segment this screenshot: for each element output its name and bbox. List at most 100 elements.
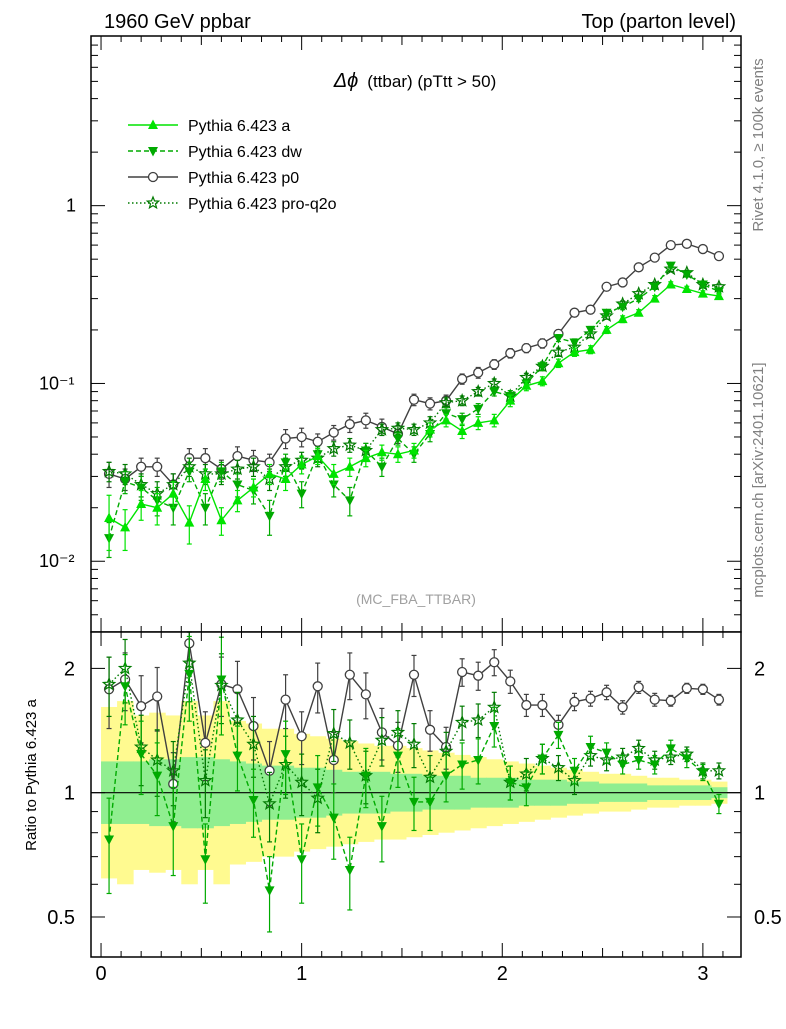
legend-label-p0: Pythia 6.423 p0: [188, 170, 299, 187]
ratio-point-dw-26: [521, 783, 532, 793]
ratio-point-p0-37: [697, 684, 709, 695]
ratio-point-dw-3: [152, 771, 163, 782]
ratio-point-p0-20: [424, 724, 436, 735]
main-point-a-9: [248, 481, 259, 492]
main-point-dw-23: [473, 404, 484, 415]
ratio-series-dw: [104, 635, 724, 933]
ratio-point-dw-15: [344, 865, 355, 876]
ratio-point-proq2o-17: [374, 732, 390, 747]
main-point-p0-19: [408, 394, 420, 405]
main-point-a-21: [441, 414, 452, 425]
ratio-panel: 2 1 0.5 2 1 0.5 0 1 2 3 Ratio to Pythia …: [23, 36, 782, 985]
main-point-proq2o-30: [583, 326, 598, 341]
ratio-point-p0-27: [537, 699, 548, 711]
ratio-point-dw-5: [184, 669, 195, 680]
ratio-point-dw-17: [376, 822, 387, 832]
main-ytick-label-0.1: 10⁻¹: [39, 373, 75, 393]
main-point-proq2o-8: [230, 461, 245, 476]
ratio-line-proq2o: [108, 662, 719, 806]
main-point-p0-15: [344, 419, 355, 430]
main-point-a-5: [184, 517, 195, 527]
main-point-a-29: [569, 346, 580, 357]
legend-marker-dw: [148, 147, 158, 157]
main-point-p0-24: [489, 359, 500, 370]
legend-label-proq2o: Pythia 6.423 pro-q2o: [188, 196, 337, 213]
ratio-panel-frame: [90, 631, 742, 958]
ratio-point-proq2o-0: [101, 676, 117, 691]
ratio-y-axis-label: Ratio to Pythia 6.423 a: [23, 698, 40, 850]
main-point-proq2o-19: [406, 421, 422, 436]
main-point-a-34: [649, 293, 660, 303]
main-point-a-10: [264, 468, 275, 478]
ratio-point-proq2o-38: [711, 763, 727, 777]
main-point-p0-29: [569, 307, 580, 318]
main-point-p0-20: [424, 398, 436, 409]
main-point-p0-13: [312, 436, 323, 447]
main-point-p0-34: [649, 252, 660, 263]
ratio-point-dw-13: [312, 783, 323, 793]
main-point-dw-36: [681, 270, 692, 281]
ratio-point-dw-29: [569, 766, 580, 777]
ratio-point-p0-16: [360, 689, 371, 700]
main-point-dw-24: [489, 387, 500, 398]
chart-title: Δϕ (ttbar) (pTtt > 50): [333, 70, 497, 92]
ratio-point-dw-22: [457, 760, 468, 771]
legend-marker-p0: [147, 171, 159, 183]
legend-marker-proq2o: [145, 195, 161, 210]
ratio-point-dw-38: [713, 799, 724, 810]
ratio-point-p0-30: [585, 693, 596, 704]
ratio-point-dw-6: [200, 855, 211, 865]
main-point-p0-3: [152, 461, 163, 472]
ratio-point-p0-24: [489, 657, 500, 668]
ratio-point-dw-14: [328, 813, 339, 824]
main-point-p0-35: [665, 239, 676, 251]
main-point-p0-38: [713, 251, 725, 262]
legend: Pythia 6.423 a Pythia 6.423 dw Pythia 6.…: [128, 118, 337, 213]
ratio-point-proq2o-9: [246, 736, 261, 751]
main-point-dw-11: [280, 458, 291, 468]
ratio-ytick-label-2: 2: [64, 658, 75, 680]
xtick-label-1: 1: [296, 963, 307, 985]
ratio-point-proq2o-35: [663, 749, 679, 764]
main-point-dw-1: [120, 477, 131, 488]
main-point-proq2o-22: [454, 393, 470, 407]
ratio-point-p0-15: [344, 669, 355, 680]
main-point-a-14: [328, 468, 339, 478]
legend-marker-a: [148, 119, 158, 129]
main-point-dw-7: [216, 467, 227, 477]
ratio-point-proq2o-19: [406, 736, 422, 751]
ratio-point-p0-34: [649, 694, 660, 705]
chart-title-sub: (ttbar) (pTtt > 50): [367, 72, 496, 91]
main-ytick-label-1: 1: [66, 196, 76, 216]
main-point-dw-30: [585, 325, 596, 336]
ratio-point-proq2o-10: [262, 796, 277, 810]
main-line-dw: [108, 264, 720, 539]
main-point-a-13: [312, 450, 323, 461]
main-point-a-36: [681, 283, 692, 293]
ratio-point-p0-31: [601, 687, 612, 698]
main-point-a-35: [665, 279, 676, 289]
ratio-point-proq2o-15: [342, 735, 358, 750]
main-point-dw-18: [392, 434, 403, 445]
ratio-point-proq2o-28: [551, 759, 566, 774]
main-point-dw-34: [649, 282, 660, 293]
ratio-ytick-label-right-1: 1: [754, 783, 765, 805]
main-point-proq2o-14: [326, 440, 342, 455]
analysis-watermark: (MC_FBA_TTBAR): [356, 591, 476, 607]
ratio-point-proq2o-23: [470, 712, 486, 727]
main-point-dw-37: [697, 280, 708, 291]
xtick-label-3: 3: [697, 963, 708, 985]
main-point-p0-30: [585, 304, 596, 315]
ratio-point-dw-37: [697, 768, 708, 778]
ratio-point-p0-36: [681, 683, 692, 694]
ratio-point-dw-35: [665, 744, 676, 754]
main-point-a-37: [697, 288, 708, 298]
ratio-point-dw-25: [505, 778, 516, 788]
ratio-point-p0-26: [521, 699, 532, 711]
main-point-a-27: [537, 375, 548, 386]
main-point-p0-12: [296, 431, 307, 443]
main-point-proq2o-21: [438, 394, 454, 409]
ratio-point-p0-3: [152, 691, 163, 702]
main-point-dw-29: [569, 338, 580, 348]
main-point-a-2: [136, 498, 147, 508]
